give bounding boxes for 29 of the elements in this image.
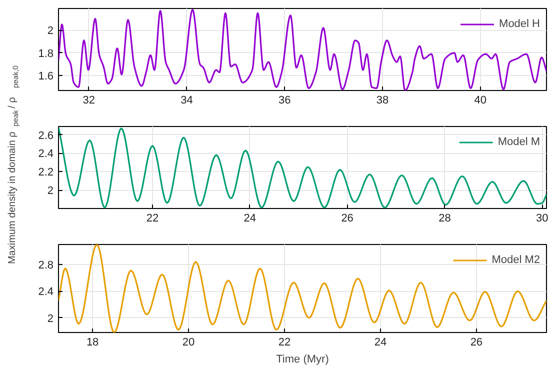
x-tick-label: 22 bbox=[146, 212, 159, 224]
x-tick-label: 26 bbox=[470, 336, 483, 348]
x-tick-label: 24 bbox=[244, 212, 256, 224]
x-tick-label: 26 bbox=[341, 212, 354, 224]
x-tick-label: 28 bbox=[438, 212, 451, 224]
x-tick-label: 36 bbox=[278, 94, 291, 106]
x-tick-label: 24 bbox=[374, 336, 387, 348]
x-tick-label: 34 bbox=[180, 94, 193, 106]
y-tick-label: 1.6 bbox=[38, 70, 54, 83]
y-tick-label: 2.6 bbox=[38, 130, 54, 142]
y-tick-label: 2.4 bbox=[38, 148, 54, 160]
x-tick-label: 38 bbox=[376, 94, 389, 106]
y-tick-label: 1.8 bbox=[38, 48, 54, 60]
x-tick-label: 18 bbox=[86, 336, 99, 348]
legend-label: Model H bbox=[499, 18, 540, 30]
x-axis-title: Time (Myr) bbox=[276, 354, 329, 366]
y-tick-label: 2 bbox=[47, 25, 54, 38]
y-tick-label: 2.8 bbox=[38, 260, 54, 272]
y-tick-label: 2.2 bbox=[38, 166, 54, 179]
legend-label: Model M bbox=[498, 136, 540, 148]
x-tick-label: 30 bbox=[536, 212, 548, 224]
y-tick-label: 2 bbox=[47, 185, 54, 198]
y-tick-label: 2 bbox=[47, 312, 54, 325]
legend-label: Model M2 bbox=[492, 254, 540, 266]
x-tick-label: 32 bbox=[82, 94, 95, 106]
x-tick-label: 22 bbox=[278, 336, 291, 348]
y-tick-label: 2.4 bbox=[38, 286, 54, 298]
x-tick-label: 40 bbox=[474, 94, 487, 106]
x-tick-label: 20 bbox=[182, 336, 195, 348]
